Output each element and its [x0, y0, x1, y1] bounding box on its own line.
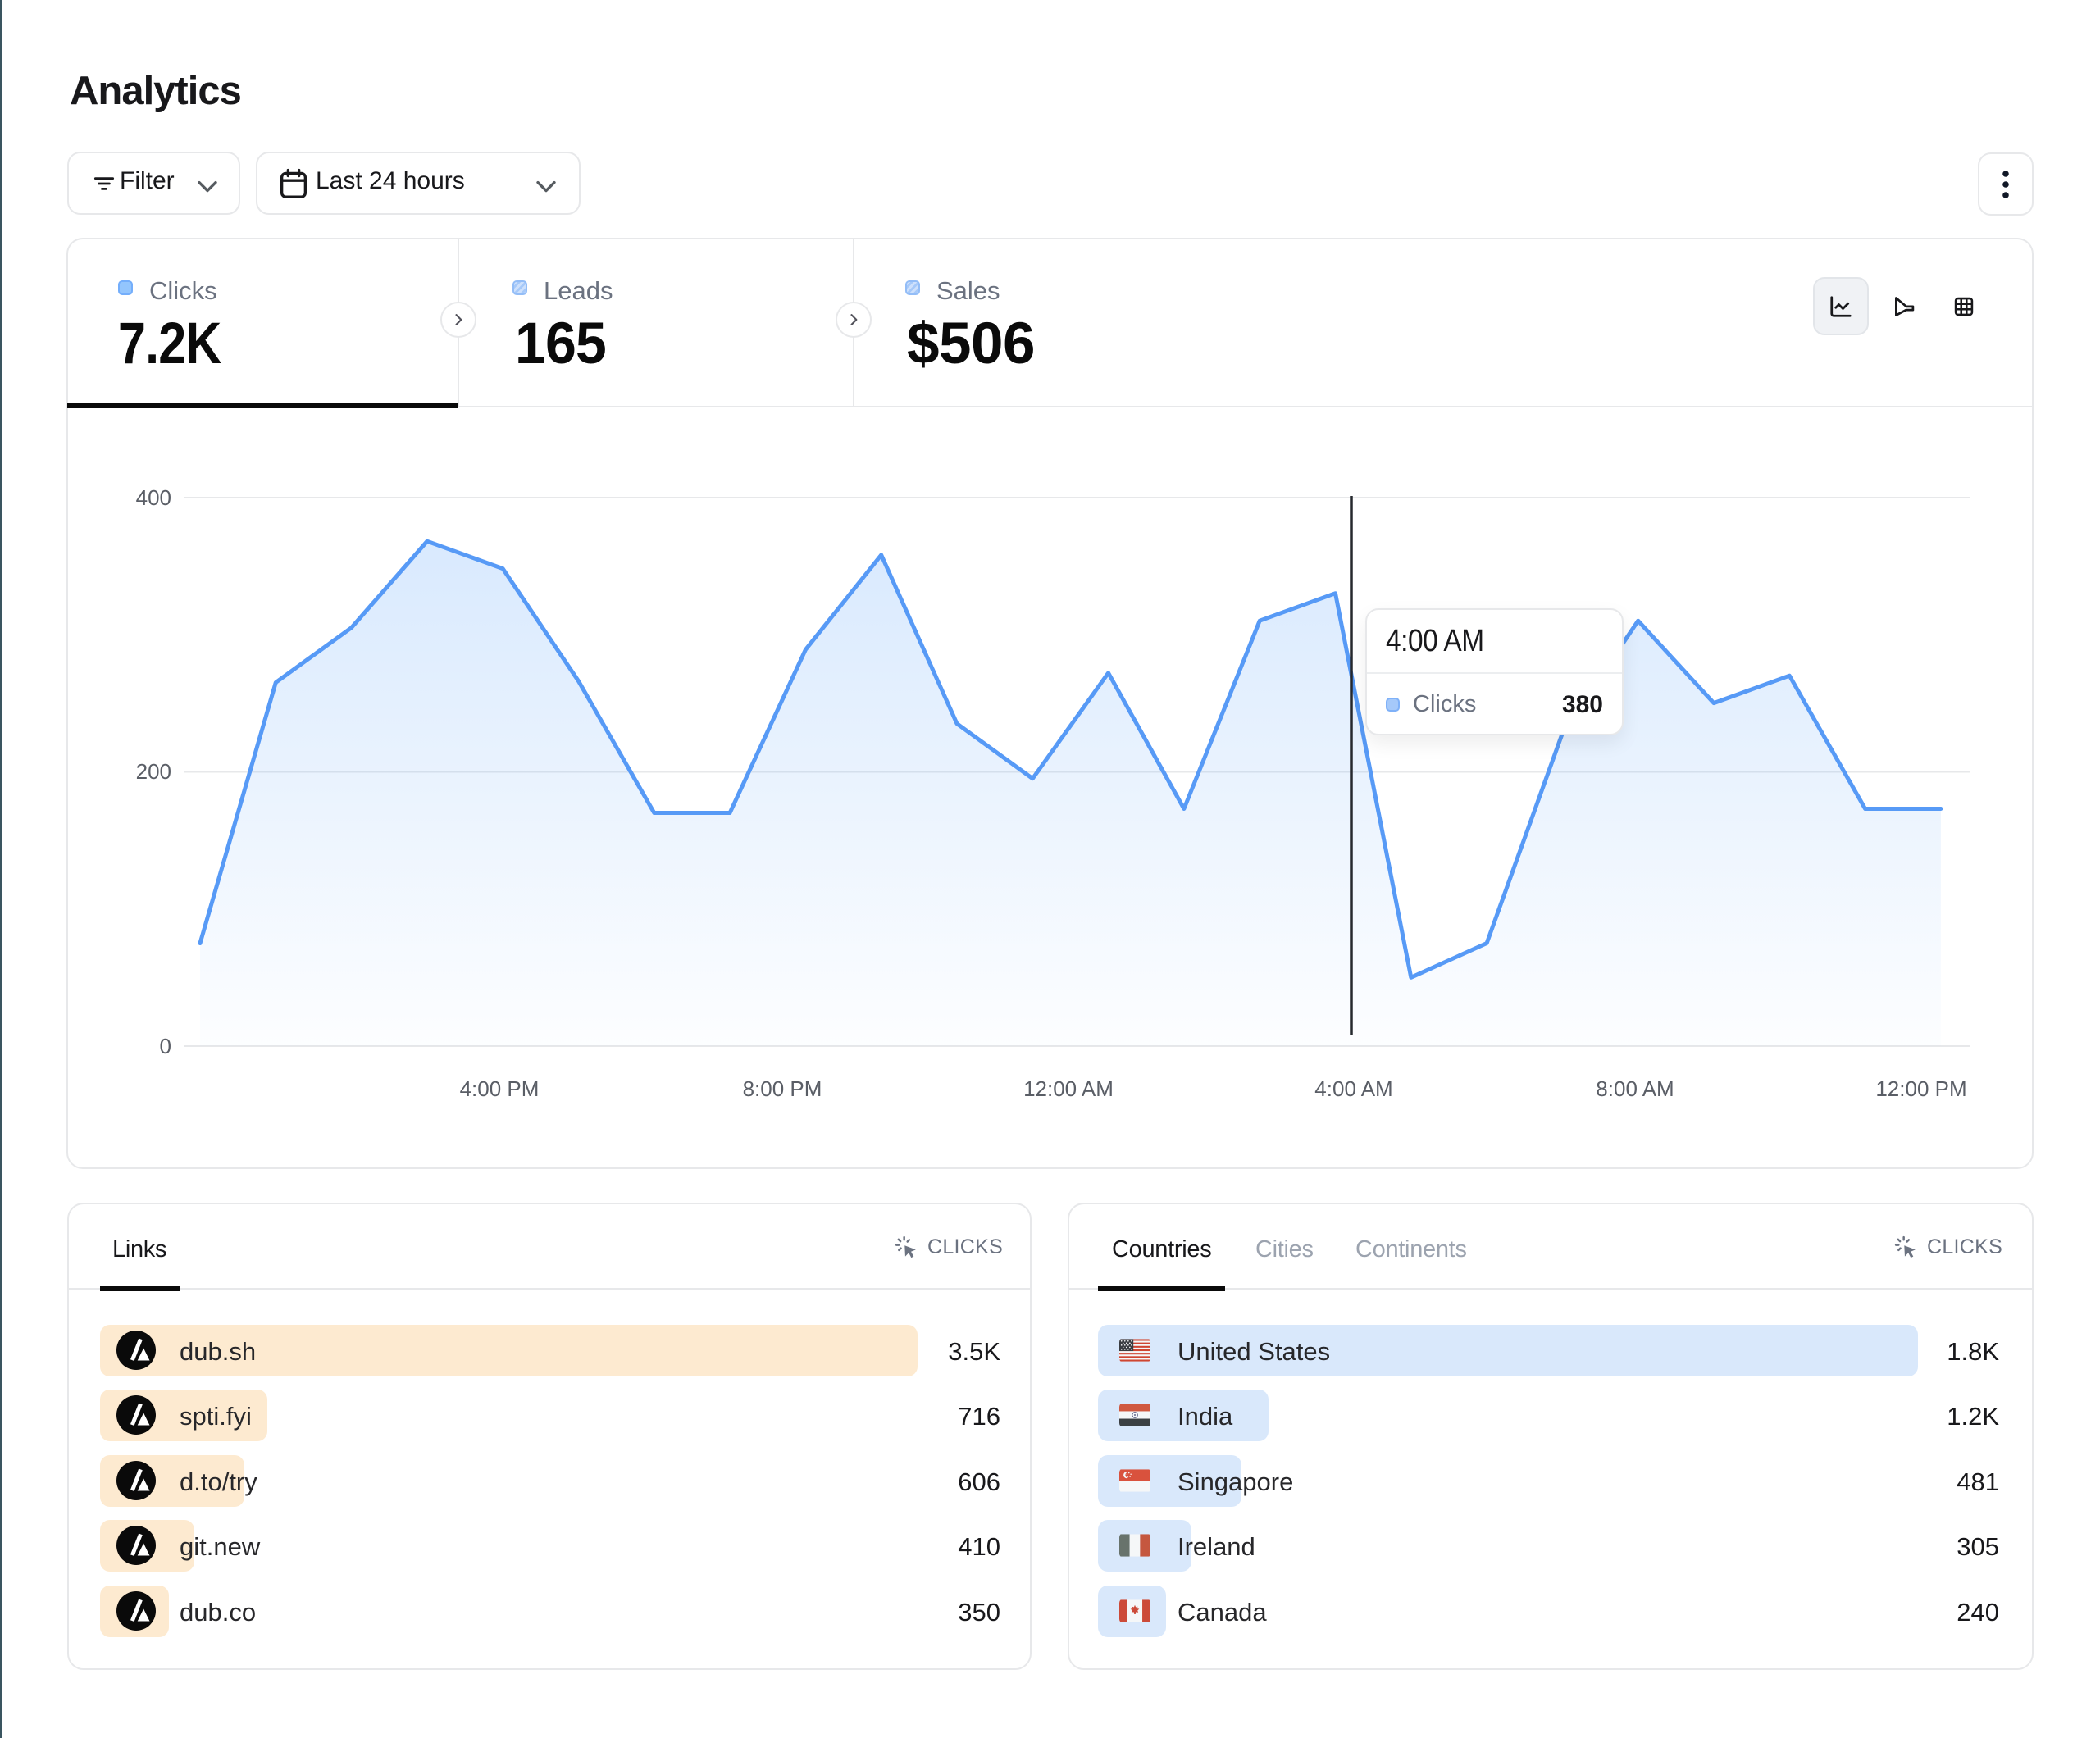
svg-text:4:00 AM: 4:00 AM	[1314, 1076, 1392, 1101]
svg-text:4:00 PM: 4:00 PM	[460, 1076, 540, 1101]
svg-text:200: 200	[136, 759, 171, 784]
svg-text:12:00 PM: 12:00 PM	[1875, 1076, 1966, 1101]
svg-text:8:00 PM: 8:00 PM	[743, 1076, 822, 1101]
svg-text:0: 0	[160, 1034, 171, 1058]
svg-text:400: 400	[136, 485, 171, 510]
svg-text:8:00 AM: 8:00 AM	[1596, 1076, 1674, 1101]
svg-text:12:00 AM: 12:00 AM	[1023, 1076, 1114, 1101]
